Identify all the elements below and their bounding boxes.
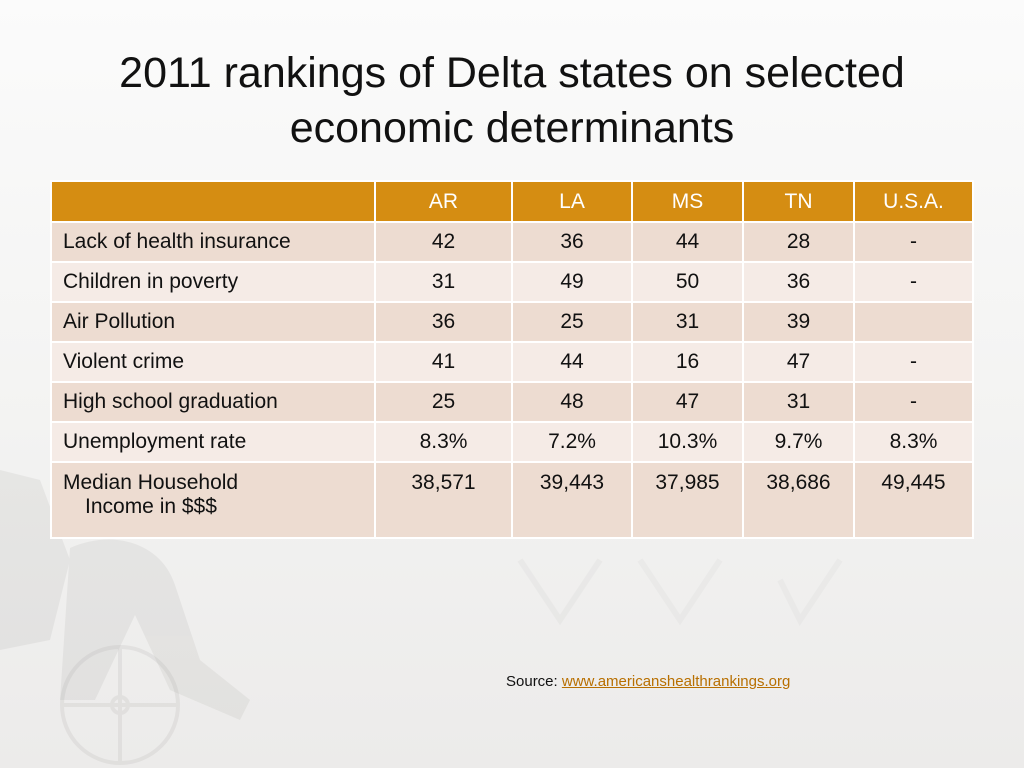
table-cell: 37,985	[631, 461, 744, 539]
table-cell: 47	[631, 381, 744, 423]
table-row: Unemployment rate 8.3% 7.2% 10.3% 9.7% 8…	[50, 421, 974, 463]
table-cell: 38,686	[742, 461, 855, 539]
table-cell: 36	[511, 221, 633, 263]
table-cell: 36	[742, 261, 855, 303]
column-header-ms: MS	[631, 180, 744, 223]
table-row: Children in poverty 31 49 50 36 -	[50, 261, 974, 303]
row-label: Lack of health insurance	[50, 221, 376, 263]
table-cell: 49	[511, 261, 633, 303]
table-cell: 9.7%	[742, 421, 855, 463]
row-label-line-2: Income in $$$	[85, 495, 217, 518]
table-row: Air Pollution 36 25 31 39	[50, 301, 974, 343]
table-cell: 8.3%	[853, 421, 974, 463]
table-cell: 38,571	[374, 461, 513, 539]
slide-title: 2011 rankings of Delta states on selecte…	[40, 46, 984, 156]
slide-title-line-2: economic determinants	[289, 104, 735, 152]
column-header-tn: TN	[742, 180, 855, 223]
column-header-la: LA	[511, 180, 633, 223]
table-cell: 7.2%	[511, 421, 633, 463]
table-cell: -	[853, 381, 974, 423]
table-cell: 36	[374, 301, 513, 343]
table-cell: 25	[374, 381, 513, 423]
table-cell: 31	[374, 261, 513, 303]
table-cell: 48	[511, 381, 633, 423]
row-label: Air Pollution	[50, 301, 376, 343]
table-cell: 44	[511, 341, 633, 383]
table-cell: -	[853, 221, 974, 263]
table-cell: 42	[374, 221, 513, 263]
row-label: Median Household Income in $$$	[50, 461, 376, 539]
row-label: Children in poverty	[50, 261, 376, 303]
table-header-row: AR LA MS TN U.S.A.	[50, 180, 974, 223]
table-cell: 50	[631, 261, 744, 303]
row-label: Unemployment rate	[50, 421, 376, 463]
table-cell: 8.3%	[374, 421, 513, 463]
table-cell: 31	[742, 381, 855, 423]
source-link[interactable]: www.americanshealthrankings.org	[561, 673, 791, 690]
table-cell: -	[853, 341, 974, 383]
column-header-usa: U.S.A.	[853, 180, 974, 223]
table-cell: 41	[374, 341, 513, 383]
column-header-label	[50, 180, 376, 223]
slide-title-line-1: 2011 rankings of Delta states on selecte…	[119, 49, 905, 97]
table-cell: 47	[742, 341, 855, 383]
table-row: Median Household Income in $$$ 38,571 39…	[50, 461, 974, 539]
row-label: High school graduation	[50, 381, 376, 423]
table-row: Lack of health insurance 42 36 44 28 -	[50, 221, 974, 263]
table-cell	[853, 301, 974, 343]
table-cell: 25	[511, 301, 633, 343]
row-label: Violent crime	[50, 341, 376, 383]
column-header-ar: AR	[374, 180, 513, 223]
table-cell: 31	[631, 301, 744, 343]
table-cell: 49,445	[853, 461, 974, 539]
table-cell: 39	[742, 301, 855, 343]
row-label-line-1: Median Household	[63, 471, 239, 494]
table-cell: 44	[631, 221, 744, 263]
table-cell: 10.3%	[631, 421, 744, 463]
table-row: High school graduation 25 48 47 31 -	[50, 381, 974, 423]
table-cell: -	[853, 261, 974, 303]
source-prefix: Source:	[506, 673, 562, 690]
table-cell: 39,443	[511, 461, 633, 539]
rankings-table: AR LA MS TN U.S.A. Lack of health insura…	[50, 180, 974, 539]
table-row: Violent crime 41 44 16 47 -	[50, 341, 974, 383]
table-cell: 16	[631, 341, 744, 383]
source-citation: Source: www.americanshealthrankings.org	[506, 673, 790, 690]
table-cell: 28	[742, 221, 855, 263]
